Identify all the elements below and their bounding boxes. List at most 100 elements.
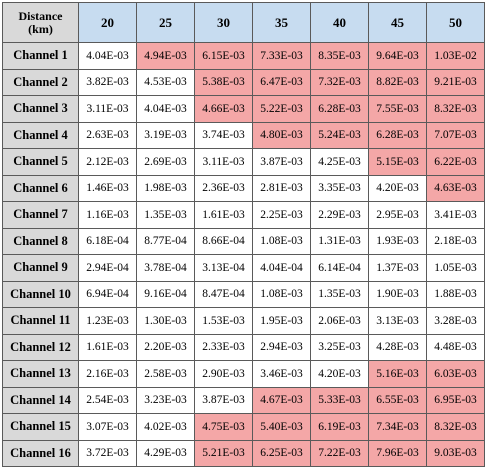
row-label: Channel 16 (2, 439, 79, 467)
value-cell: 3.82E-03 (78, 68, 137, 96)
value-cell: 1.16E-03 (78, 201, 137, 229)
value-cell: 8.77E-04 (136, 227, 195, 255)
value-cell: 6.18E-04 (78, 227, 137, 255)
value-cell: 4.48E-03 (426, 333, 485, 361)
value-cell: 2.29E-03 (310, 201, 369, 229)
highlighted-value-cell: 9.21E-03 (426, 68, 485, 96)
value-cell: 3.46E-03 (252, 360, 311, 388)
value-cell: 8.47E-04 (194, 280, 253, 308)
highlighted-value-cell: 8.82E-03 (368, 68, 427, 96)
value-cell: 3.78E-04 (136, 254, 195, 282)
table-row: Channel 13 2.16E-03 2.58E-03 2.90E-03 3.46E-… (2, 360, 485, 388)
highlighted-value-cell: 8.32E-03 (426, 413, 485, 441)
value-cell: 3.11E-03 (78, 95, 137, 123)
table-row: Channel 14 2.54E-03 3.23E-03 3.87E-03 4.67E-… (2, 386, 485, 414)
value-cell: 4.04E-03 (78, 42, 137, 70)
value-cell: 3.23E-03 (136, 386, 195, 414)
highlighted-value-cell: 6.25E-03 (252, 439, 311, 467)
value-cell: 6.14E-04 (310, 254, 369, 282)
value-cell: 2.06E-03 (310, 307, 369, 335)
channel-distance-table: Distance (km) 20 25 30 35 40 45 50 Chann… (2, 2, 485, 467)
column-header: 45 (368, 2, 427, 43)
value-cell: 1.08E-03 (252, 280, 311, 308)
row-label: Channel 5 (2, 148, 79, 176)
highlighted-value-cell: 4.94E-03 (136, 42, 195, 70)
value-cell: 2.12E-03 (78, 148, 137, 176)
table-row: Channel 4 2.63E-03 3.19E-03 3.74E-03 4.80E-0… (2, 121, 485, 149)
value-cell: 2.54E-03 (78, 386, 137, 414)
value-cell: 3.35E-03 (310, 174, 369, 202)
highlighted-value-cell: 7.96E-03 (368, 439, 427, 467)
row-label: Channel 14 (2, 386, 79, 414)
value-cell: 2.63E-03 (78, 121, 137, 149)
table-body: Channel 1 4.04E-03 4.94E-03 6.15E-03 7.33E-0… (2, 42, 485, 467)
value-cell: 4.28E-03 (368, 333, 427, 361)
value-cell: 3.19E-03 (136, 121, 195, 149)
highlighted-value-cell: 7.22E-03 (310, 439, 369, 467)
table-row: Channel 10 6.94E-04 9.16E-04 8.47E-04 1.08E-… (2, 280, 485, 308)
value-cell: 2.16E-03 (78, 360, 137, 388)
highlighted-value-cell: 7.07E-03 (426, 121, 485, 149)
table-row: Channel 12 1.61E-03 2.20E-03 2.33E-03 2.94E-… (2, 333, 485, 361)
row-label: Channel 2 (2, 68, 79, 96)
table-row: Channel 3 3.11E-03 4.04E-03 4.66E-03 5.22E-0… (2, 95, 485, 123)
highlighted-value-cell: 5.24E-03 (310, 121, 369, 149)
value-cell: 4.02E-03 (136, 413, 195, 441)
corner-label-unit: (km) (28, 21, 53, 36)
table-row: Channel 2 3.82E-03 4.53E-03 5.38E-03 6.47E-0… (2, 68, 485, 96)
highlighted-value-cell: 5.16E-03 (368, 360, 427, 388)
value-cell: 8.66E-04 (194, 227, 253, 255)
column-header: 30 (194, 2, 253, 43)
value-cell: 4.25E-03 (310, 148, 369, 176)
highlighted-value-cell: 6.03E-03 (426, 360, 485, 388)
value-cell: 3.13E-03 (368, 307, 427, 335)
value-cell: 4.29E-03 (136, 439, 195, 467)
row-label: Channel 9 (2, 254, 79, 282)
highlighted-value-cell: 6.28E-03 (310, 95, 369, 123)
value-cell: 2.69E-03 (136, 148, 195, 176)
highlighted-value-cell: 7.32E-03 (310, 68, 369, 96)
row-label: Channel 11 (2, 307, 79, 335)
table-row: Channel 1 4.04E-03 4.94E-03 6.15E-03 7.33E-0… (2, 42, 485, 70)
value-cell: 6.94E-04 (78, 280, 137, 308)
column-header: 20 (78, 2, 137, 43)
value-cell: 1.35E-03 (136, 201, 195, 229)
value-cell: 1.23E-03 (78, 307, 137, 335)
row-label: Channel 1 (2, 42, 79, 70)
value-cell: 1.05E-03 (426, 254, 485, 282)
row-label: Channel 10 (2, 280, 79, 308)
row-label: Channel 4 (2, 121, 79, 149)
value-cell: 2.33E-03 (194, 333, 253, 361)
highlighted-value-cell: 8.35E-03 (310, 42, 369, 70)
highlighted-value-cell: 6.28E-03 (368, 121, 427, 149)
highlighted-value-cell: 1.03E-02 (426, 42, 485, 70)
table-row: Channel 5 2.12E-03 2.69E-03 3.11E-03 3.87E-0… (2, 148, 485, 176)
highlighted-value-cell: 8.32E-03 (426, 95, 485, 123)
highlighted-value-cell: 9.03E-03 (426, 439, 485, 467)
highlighted-value-cell: 4.75E-03 (194, 413, 253, 441)
highlighted-value-cell: 7.33E-03 (252, 42, 311, 70)
value-cell: 3.74E-03 (194, 121, 253, 149)
value-cell: 1.95E-03 (252, 307, 311, 335)
column-header: 50 (426, 2, 485, 43)
value-cell: 3.25E-03 (310, 333, 369, 361)
column-header: 35 (252, 2, 311, 43)
value-cell: 1.37E-03 (368, 254, 427, 282)
value-cell: 2.18E-03 (426, 227, 485, 255)
highlighted-value-cell: 5.22E-03 (252, 95, 311, 123)
value-cell: 1.61E-03 (78, 333, 137, 361)
data-table-container: Distance (km) 20 25 30 35 40 45 50 Chann… (2, 2, 485, 467)
value-cell: 2.20E-03 (136, 333, 195, 361)
value-cell: 3.13E-04 (194, 254, 253, 282)
row-label: Channel 12 (2, 333, 79, 361)
value-cell: 4.04E-03 (136, 95, 195, 123)
value-cell: 4.53E-03 (136, 68, 195, 96)
value-cell: 3.87E-03 (252, 148, 311, 176)
value-cell: 9.16E-04 (136, 280, 195, 308)
row-label: Channel 15 (2, 413, 79, 441)
value-cell: 4.04E-04 (252, 254, 311, 282)
value-cell: 1.88E-03 (426, 280, 485, 308)
row-label: Channel 8 (2, 227, 79, 255)
row-label: Channel 6 (2, 174, 79, 202)
table-row: Channel 15 3.07E-03 4.02E-03 4.75E-03 5.40E-… (2, 413, 485, 441)
